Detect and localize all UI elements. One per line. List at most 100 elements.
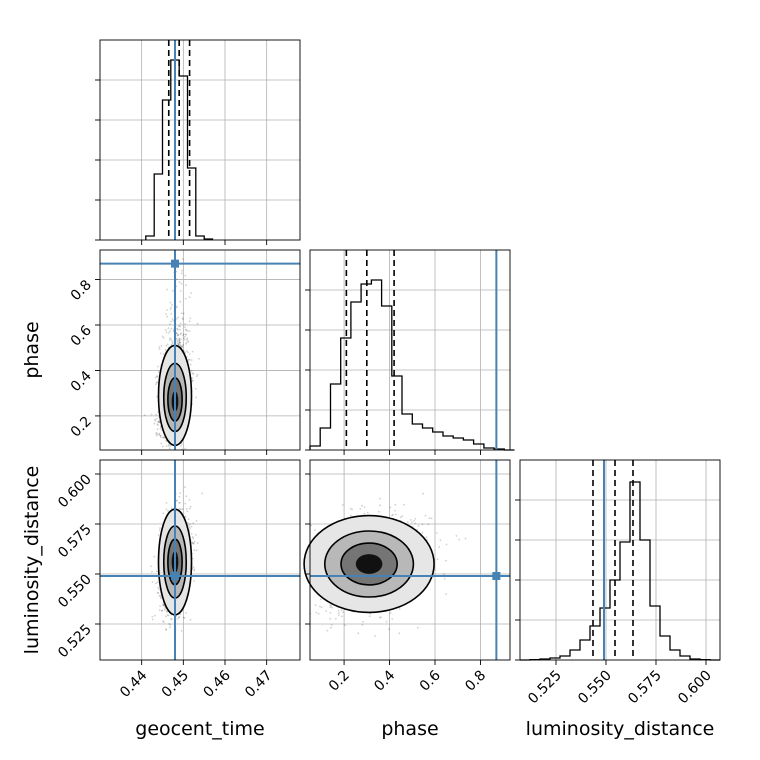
sample-point <box>320 606 323 609</box>
sample-point <box>184 502 187 505</box>
sample-point <box>160 609 163 612</box>
sample-point <box>349 514 352 517</box>
sample-point <box>398 608 401 610</box>
sample-point <box>155 413 158 416</box>
sample-point <box>366 511 369 514</box>
sample-point <box>175 278 178 281</box>
sample-point <box>319 598 322 601</box>
sample-point <box>357 632 360 635</box>
sample-point <box>150 413 153 416</box>
sample-point <box>180 445 182 447</box>
sample-point <box>153 422 156 425</box>
x-tick-label-phase: 0.2 <box>326 668 353 695</box>
sample-point <box>192 542 195 545</box>
sample-point <box>154 614 156 617</box>
x-tick-label-phase: 0.8 <box>462 668 489 695</box>
sample-point <box>425 536 428 539</box>
sample-point <box>157 411 159 413</box>
sample-point <box>325 610 328 612</box>
sample-point <box>191 350 194 353</box>
sample-point <box>191 379 194 382</box>
sample-point <box>185 495 188 498</box>
sample-point <box>368 615 371 618</box>
sample-point <box>184 333 187 336</box>
sample-point <box>156 375 158 378</box>
sample-point <box>341 615 343 618</box>
sample-point <box>178 507 181 510</box>
sample-point <box>187 351 189 354</box>
sample-point <box>191 541 194 544</box>
contour-line <box>323 530 415 598</box>
sample-point <box>156 395 159 398</box>
sample-point <box>180 508 183 511</box>
sample-point <box>155 433 158 435</box>
sample-point <box>191 372 194 375</box>
x-tick-label-geocent-time: 0.47 <box>242 668 275 701</box>
sample-point <box>193 549 196 552</box>
sample-point <box>196 542 199 545</box>
sample-point <box>157 420 159 423</box>
sample-point <box>186 337 189 340</box>
sample-point <box>361 624 364 626</box>
sample-point <box>182 616 185 619</box>
sample-point <box>445 593 447 595</box>
sample-point <box>187 518 190 521</box>
sample-point <box>177 340 180 343</box>
sample-point <box>380 616 382 618</box>
sample-point <box>169 444 172 447</box>
sample-point <box>349 507 352 510</box>
sample-point <box>344 624 346 626</box>
sample-point <box>179 338 182 341</box>
sample-point <box>178 281 181 284</box>
sample-point <box>178 339 181 342</box>
quantile-layer <box>167 40 634 660</box>
sample-point <box>178 341 181 344</box>
sample-point <box>184 516 187 518</box>
sample-point <box>182 337 185 340</box>
sample-point <box>169 323 171 326</box>
sample-point <box>188 358 191 361</box>
sample-point <box>177 334 180 336</box>
sample-point <box>169 301 172 304</box>
panel-frame <box>99 39 301 241</box>
sample-point <box>181 269 183 272</box>
sample-point <box>185 350 188 352</box>
sample-point <box>182 258 185 260</box>
sample-point <box>455 535 458 537</box>
sample-point <box>178 616 180 619</box>
sample-point <box>158 346 161 348</box>
contour-line <box>340 542 398 586</box>
sample-point <box>153 555 156 558</box>
sample-point <box>319 605 321 608</box>
sample-point <box>172 319 175 322</box>
sample-point <box>158 420 161 422</box>
sample-point <box>159 435 162 437</box>
sample-point <box>168 447 171 450</box>
sample-point <box>337 609 340 612</box>
panel-frame <box>309 249 511 451</box>
sample-point <box>172 289 174 292</box>
sample-point <box>181 508 184 510</box>
sample-point <box>175 270 178 273</box>
sample-point <box>192 522 195 524</box>
sample-point <box>184 297 187 300</box>
sample-point <box>338 612 340 614</box>
sample-point <box>334 618 337 620</box>
sample-point <box>165 508 168 510</box>
sample-point <box>379 497 381 500</box>
sample-point <box>178 616 181 618</box>
sample-point <box>185 284 187 287</box>
sample-point <box>464 537 467 540</box>
sample-point <box>156 591 159 594</box>
sample-point <box>363 512 366 515</box>
sample-point <box>163 353 165 356</box>
sample-point <box>435 532 438 534</box>
sample-point <box>391 514 393 517</box>
sample-point <box>310 524 313 527</box>
sample-point <box>170 313 173 315</box>
sample-point <box>158 421 161 423</box>
sample-point <box>170 306 173 309</box>
sample-point <box>177 343 180 346</box>
sample-point <box>176 327 179 330</box>
